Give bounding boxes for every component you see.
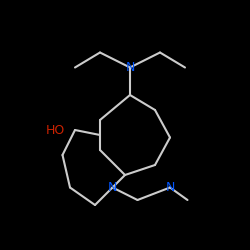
Text: HO: HO — [46, 124, 64, 136]
Text: N: N — [108, 181, 117, 194]
Text: N: N — [165, 181, 175, 194]
Text: N: N — [125, 61, 135, 74]
